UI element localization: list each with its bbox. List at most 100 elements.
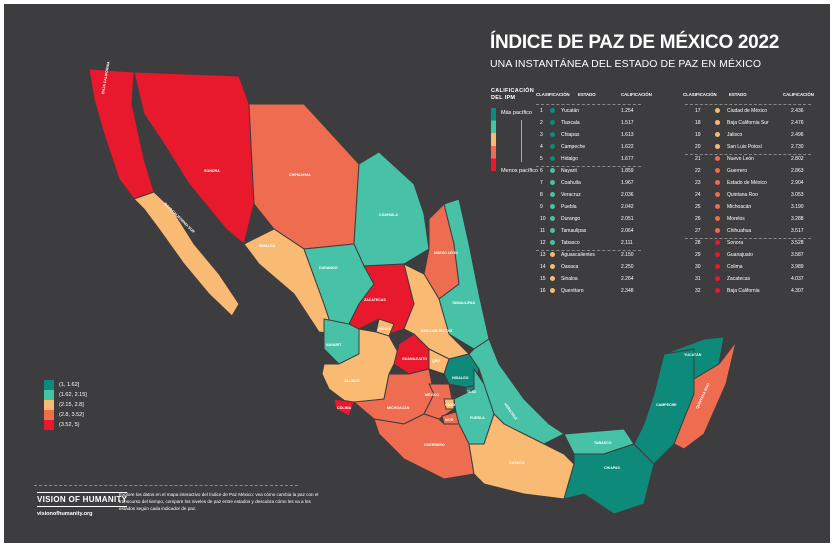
score-cell: 4.037 [791, 276, 804, 282]
state-cell: Baja California Sur [727, 120, 769, 126]
state-label-cdmx: CDMX [445, 403, 456, 407]
footer-description: Explore los datos en el mapa interactivo… [119, 492, 319, 511]
score-cell: 1.859 [621, 168, 634, 174]
rank-cell: 11 [540, 228, 546, 234]
state-chiapas[interactable] [563, 443, 655, 515]
rank-cell: 22 [695, 168, 701, 174]
state-cell: Ciudad de México [727, 108, 768, 114]
state-cell: Michoacán [727, 204, 752, 210]
level-dot-icon [550, 216, 555, 221]
legend-label: (3.52, 5) [59, 422, 80, 428]
state-quintana-roo[interactable] [673, 341, 737, 450]
score-cell: 2.051 [621, 216, 634, 222]
level-dot-icon [550, 180, 555, 185]
group-divider [536, 166, 641, 167]
ipm-gradient-bar [491, 108, 496, 171]
score-cell: 2.042 [621, 204, 634, 210]
level-dot-icon [715, 204, 720, 209]
score-cell: 3.989 [791, 264, 804, 270]
state-label-yucatan: YUCATÁN [684, 352, 702, 357]
score-cell: 2.036 [621, 192, 634, 198]
state-cell: Aguascalientes [561, 252, 595, 258]
rank-cell: 13 [540, 252, 546, 258]
legend-label: (1.62, 2.15] [59, 392, 87, 398]
table-row: 15 Sinaloa 2.264 [536, 276, 686, 288]
score-cell: 2.150 [621, 252, 634, 258]
level-dot-icon [550, 276, 555, 281]
state-sonora[interactable] [133, 71, 255, 245]
website-link[interactable]: visionofhumanity.org [37, 511, 93, 517]
score-cell: 4.307 [791, 288, 804, 294]
state-cell: Chiapas [561, 132, 580, 138]
legend-swatch [44, 420, 54, 430]
state-label-morelos: MOR [445, 418, 454, 422]
level-dot-icon [715, 132, 720, 137]
state-label-chiapas: CHIAPAS [604, 466, 621, 470]
ipm-scale: CALIFICACIÓN DEL IPM Más pacífico Menos … [491, 88, 538, 174]
score-cell: 2.250 [621, 264, 634, 270]
rank-cell: 12 [540, 240, 546, 246]
rank-cell: 2 [540, 120, 543, 126]
state-label-hidalgo: HIDALGO [452, 376, 469, 380]
table-row: 16 Querétaro 2.348 [536, 288, 686, 300]
level-dot-icon [550, 132, 555, 137]
state-veracruz[interactable] [468, 338, 565, 445]
legend-label: (1, 1.62] [59, 382, 80, 388]
rank-cell: 16 [540, 288, 546, 294]
header-score: CALIFICACIÓN [621, 92, 652, 97]
state-cell: Hidalgo [561, 156, 578, 162]
table-row: 30 Colima 3.989 [685, 264, 834, 276]
rank-cell: 20 [695, 144, 701, 150]
score-cell: 3.190 [791, 204, 804, 210]
header-state: ESTADO [578, 92, 596, 97]
state-oaxaca[interactable] [468, 413, 575, 500]
rank-cell: 17 [695, 108, 701, 114]
rank-cell: 26 [695, 216, 701, 222]
table-row: 17 Ciudad de México 2.436 [685, 108, 834, 120]
state-guerrero[interactable] [373, 413, 475, 480]
state-cell: Chihuahua [727, 228, 752, 234]
rank-cell: 27 [695, 228, 701, 234]
table-row: 24 Quintana Roo 3.053 [685, 192, 834, 204]
state-baja-california-sur[interactable] [133, 191, 240, 317]
score-cell: 1.613 [621, 132, 634, 138]
score-cell: 3.517 [791, 228, 804, 234]
state-cell: Nayarit [561, 168, 577, 174]
level-dot-icon [715, 156, 720, 161]
rank-cell: 10 [540, 216, 546, 222]
level-dot-icon [715, 216, 720, 221]
rank-cell: 23 [695, 180, 701, 186]
state-label-campeche: CAMPECHE [656, 403, 677, 407]
level-dot-icon [550, 156, 555, 161]
state-label-queretaro: QRO [432, 359, 440, 363]
state-label-jalisco: JALISCO [344, 379, 360, 383]
score-cell: 3.587 [791, 252, 804, 258]
header-rank: CLASIFICACIÓN [536, 92, 570, 97]
level-dot-icon [715, 264, 720, 269]
state-cell: Morelos [727, 216, 745, 222]
rank-cell: 32 [695, 288, 701, 294]
table-row: 11 Tamaulipas 2.064 [536, 228, 686, 240]
state-colima[interactable] [333, 398, 355, 417]
level-dot-icon [715, 288, 720, 293]
state-cell: Veracruz [561, 192, 581, 198]
level-dot-icon [715, 192, 720, 197]
state-label-tamaulipas: TAMAULIPAS [452, 301, 476, 305]
state-label-colima: COLIMA [337, 406, 352, 410]
state-cell: Tlaxcala [561, 120, 580, 126]
level-dot-icon [715, 144, 720, 149]
table-row: 4 Campeche 1.622 [536, 144, 686, 156]
state-cell: Durango [561, 216, 581, 222]
rank-cell: 24 [695, 192, 701, 198]
state-cdmx[interactable] [443, 398, 455, 410]
score-cell: 1.677 [621, 156, 634, 162]
level-dot-icon [550, 168, 555, 173]
state-coahuila[interactable] [353, 151, 430, 267]
table-row: 12 Tabasco 2.111 [536, 240, 686, 252]
state-cell: Tamaulipas [561, 228, 587, 234]
state-label-tabasco: TABASCO [594, 441, 612, 445]
legend-swatch [44, 390, 54, 400]
table-row: 32 Baja California 4.307 [685, 288, 834, 300]
rank-cell: 4 [540, 144, 543, 150]
